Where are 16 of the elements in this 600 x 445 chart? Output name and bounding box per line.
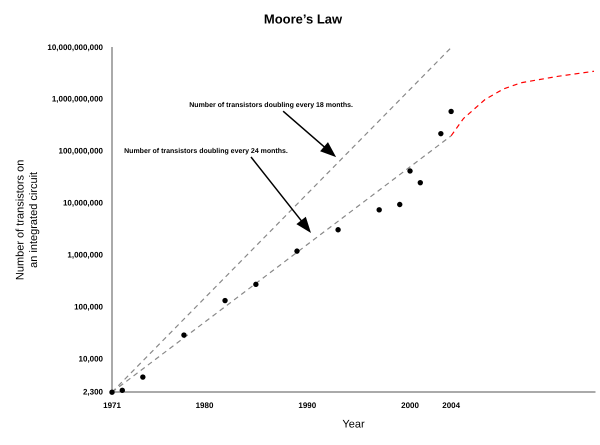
y-tick-label: 10,000,000 — [62, 198, 104, 208]
y-tick-label: 10,000,000,000 — [47, 42, 104, 52]
x-axis-title: Year — [342, 418, 365, 430]
y-tick-label: 100,000,000 — [58, 146, 104, 156]
x-tick-label: 1971 — [103, 401, 122, 410]
chart-title: Moore’s Law — [264, 11, 344, 26]
y-tick-label: 100,000 — [74, 302, 104, 312]
y-tick-label: 10,000 — [78, 354, 104, 364]
y-tick-label: 2,300 — [82, 387, 104, 396]
x-tick-label: 2000 — [401, 401, 420, 410]
y-axis-title: Number of transistors on an integrated circuit — [14, 160, 40, 280]
y-tick-label: 1,000,000 — [67, 250, 104, 260]
y-tick-label: 1,000,000,000 — [52, 94, 104, 104]
x-tick-label: 2004 — [442, 401, 461, 410]
x-tick-label: 1980 — [196, 401, 214, 410]
x-tick-label: 1990 — [298, 401, 317, 410]
